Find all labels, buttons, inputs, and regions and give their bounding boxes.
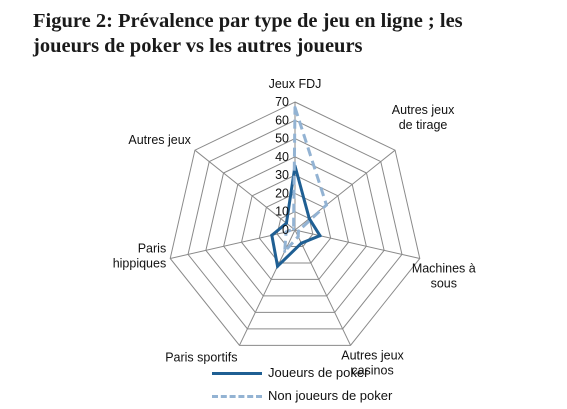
grid-ring-30 — [240, 174, 350, 280]
data-point-1-1 — [324, 203, 328, 207]
series-line-non-poker — [282, 107, 329, 256]
data-point-0-4 — [276, 264, 280, 268]
legend-item-non-poker: Non joueurs de poker — [212, 386, 432, 409]
data-point-0-2 — [318, 234, 322, 238]
series-line-poker — [270, 165, 323, 270]
data-point-1-3 — [296, 235, 300, 239]
legend-swatch-dashed — [212, 395, 262, 398]
data-point-1-0 — [293, 105, 297, 109]
tick-label-60: 60 — [275, 113, 289, 127]
legend-label-non-poker: Non joueurs de poker — [268, 388, 393, 403]
tick-label-50: 50 — [275, 132, 289, 146]
tick-label-20: 20 — [275, 186, 289, 200]
grid-ring-70 — [169, 101, 421, 346]
tick-label-0: 0 — [282, 223, 289, 237]
category-label-3-line-0: Autres jeux — [341, 348, 404, 362]
axis-spoke-1 — [294, 149, 396, 231]
data-point-0-1 — [307, 217, 311, 221]
figure-title-line-2: joueurs de poker vs les autres joueurs — [33, 35, 363, 57]
figure-title-line-1: Figure 2: Prévalence par type de jeu en … — [33, 10, 463, 32]
category-label-1-line-1: de tirage — [399, 118, 448, 132]
category-label-5-line-1: hippiques — [113, 256, 167, 270]
axis-spoke-2 — [294, 229, 420, 259]
legend-swatch-solid — [212, 372, 262, 375]
grid-ring-60 — [187, 119, 403, 330]
category-label-3-line-1: casinos — [351, 363, 393, 377]
grid-ring-40 — [223, 156, 367, 297]
legend-label-poker: Joueurs de poker — [268, 365, 369, 380]
data-point-1-6 — [292, 227, 296, 231]
tick-label-70: 70 — [275, 95, 289, 109]
axis-spoke-6 — [194, 149, 296, 231]
legend-item-poker: Joueurs de poker — [212, 363, 432, 386]
tick-label-30: 30 — [275, 168, 289, 182]
category-label-5-line-0: Paris — [138, 241, 166, 255]
category-label-6-line-0: Autres jeux — [128, 133, 191, 147]
category-label-2-line-1: sous — [431, 276, 457, 290]
axis-spoke-3 — [294, 229, 351, 346]
category-label-2-line-0: Machines à — [412, 261, 476, 275]
data-point-1-5 — [284, 230, 288, 234]
data-point-0-6 — [284, 221, 288, 225]
data-point-1-4 — [283, 249, 287, 253]
data-point-0-3 — [299, 241, 303, 245]
grid-ring-20 — [258, 192, 332, 264]
category-label-0-line-0: Jeux FDJ — [269, 77, 322, 91]
figure-title: Figure 2: Prévalence par type de jeu en … — [33, 9, 558, 59]
data-point-1-2 — [297, 229, 301, 233]
tick-label-10: 10 — [275, 205, 289, 219]
grid-ring-50 — [205, 138, 385, 313]
category-label-1-line-0: Autres jeux — [392, 103, 455, 117]
chart-legend: Joueurs de poker Non joueurs de poker — [212, 363, 432, 409]
data-point-0-5 — [270, 233, 274, 237]
tick-label-40: 40 — [275, 150, 289, 164]
category-label-4-line-0: Paris sportifs — [165, 350, 237, 364]
